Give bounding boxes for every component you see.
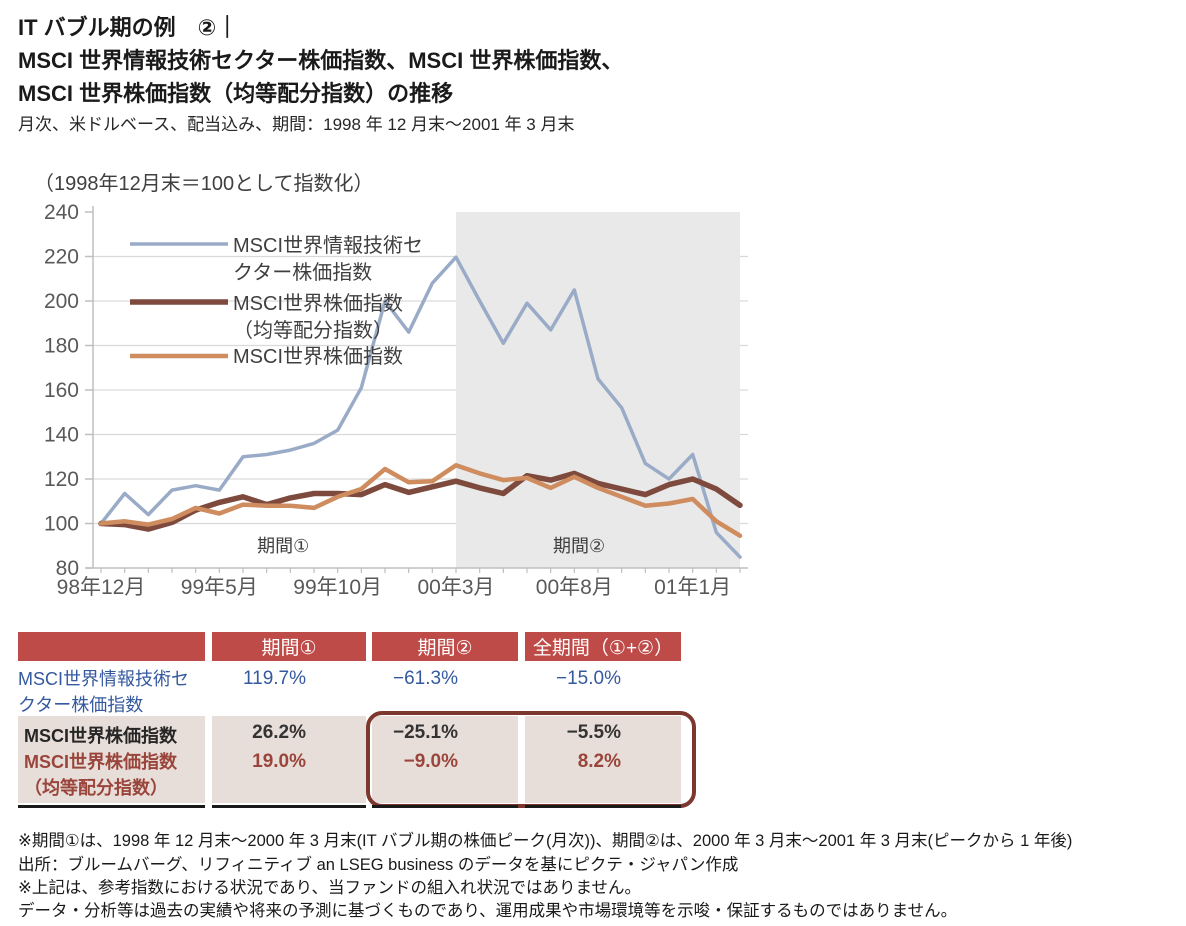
table-underline-label: [18, 805, 205, 808]
page-title-line-3: MSCI 世界株価指数（均等配分指数）の推移: [18, 81, 454, 106]
legend-label-0-1: クター株価指数: [233, 261, 372, 284]
footnote-3: ※上記は、参考指数における状況であり、当ファンドの組入れ状況ではありません。: [18, 879, 642, 897]
legend-label-0-0: MSCI世界情報技術セ: [233, 234, 423, 257]
table-body-period2-block: [372, 716, 518, 803]
svg-text:01年1月: 01年1月: [654, 576, 731, 599]
axis-unit-note: （1998年12月末＝100として指数化）: [34, 172, 374, 195]
svg-text:100: 100: [44, 513, 79, 536]
svg-text:220: 220: [44, 246, 79, 269]
table-header-period2: 期間②: [372, 632, 518, 661]
table-header-period1: 期間①: [212, 632, 366, 661]
period-label-2: 期間②: [553, 536, 605, 556]
footnote-1: ※期間①は、1998 年 12 月末～2000 年 3 月末(IT バブル期の株…: [18, 832, 1073, 850]
legend-label-1-1: （均等配分指数）: [233, 319, 393, 342]
table-underline-period1: [212, 805, 366, 808]
price-index-line-chart: （1998年12月末＝100として指数化） 80 100 120 140 160 180 20…: [34, 172, 748, 599]
svg-text:98年12月: 98年12月: [57, 576, 146, 599]
table-cell-it-period2: −61.3%: [393, 668, 458, 689]
table-row-equalweight-label-line1: MSCI世界株価指数: [24, 752, 177, 772]
table-row-equalweight-label: MSCI世界株価指数 （均等配分指数）: [24, 749, 204, 801]
svg-text:200: 200: [44, 290, 79, 313]
legend-label-2-0: MSCI世界株価指数: [233, 345, 403, 368]
svg-text:99年10月: 99年10月: [293, 576, 382, 599]
table-cell-equalweight-total: 8.2%: [577, 751, 621, 772]
svg-text:00年8月: 00年8月: [536, 576, 613, 599]
period2-shaded-region: [456, 212, 740, 568]
table-cell-equalweight-period2: −9.0%: [403, 751, 458, 772]
svg-text:180: 180: [44, 335, 79, 358]
table-row-equalweight-label-line2: （均等配分指数）: [24, 778, 168, 798]
table-row-it-label-line2: クター株価指数: [18, 695, 144, 715]
svg-text:240: 240: [44, 201, 79, 224]
page-subtitle: 月次、米ドルベース、配当込み、期間：1998 年 12 月末～2001 年 3 …: [18, 115, 575, 134]
page-title-line-2: MSCI 世界情報技術セクター株価指数、MSCI 世界株価指数、: [18, 48, 624, 73]
table-cell-world-period2: −25.1%: [393, 722, 458, 743]
table-header-total: 全期間（①+②）: [525, 632, 681, 661]
svg-text:120: 120: [44, 468, 79, 491]
series-line-0: [99, 255, 742, 559]
table-cell-it-period1: 119.7%: [242, 668, 306, 689]
y-axis-ticks: 80 100 120 140 160 180 200 220 240: [44, 201, 93, 580]
footnote-4: データ・分析等は過去の実績や将来の予測に基づくものであり、運用成果や市場環境等を…: [18, 902, 958, 920]
series-line-1: [98, 470, 743, 532]
table-cell-world-total: −5.5%: [566, 722, 621, 743]
table-row-it-label-line1: MSCI世界情報技術セ: [18, 669, 189, 689]
page-title-line-1: IT バブル期の例 ②｜: [18, 15, 239, 40]
table-cell-world-period1: 26.2%: [252, 722, 306, 743]
table-header-blank: [18, 632, 205, 661]
table-underline-period2: [372, 805, 518, 808]
axes: [86, 206, 748, 569]
table-underline-total: [525, 805, 681, 808]
svg-text:80: 80: [56, 557, 79, 580]
table-row-world-label: MSCI世界株価指数: [24, 726, 177, 746]
table-cell-it-total: −15.0%: [556, 668, 621, 689]
x-axis-ticks: 98年12月 99年5月 99年10月 00年3月 00年8月 01年1月: [57, 568, 741, 599]
svg-text:140: 140: [44, 424, 79, 447]
table-row-it-label: MSCI世界情報技術セ クター株価指数: [18, 666, 208, 718]
period-label-1: 期間①: [257, 536, 309, 556]
table-cell-equalweight-period1: 19.0%: [252, 751, 306, 772]
legend-label-1-0: MSCI世界株価指数: [233, 292, 403, 315]
footnote-2: 出所：ブルームバーグ、リフィニティブ an LSEG business のデータ…: [18, 856, 739, 874]
svg-text:160: 160: [44, 379, 79, 402]
table-body-period1-block: [212, 716, 366, 803]
series-line-2: [98, 462, 743, 538]
table-body-total-block: [525, 716, 681, 803]
svg-text:00年3月: 00年3月: [417, 576, 494, 599]
table-body-label-block: [18, 716, 205, 803]
svg-text:99年5月: 99年5月: [181, 576, 258, 599]
